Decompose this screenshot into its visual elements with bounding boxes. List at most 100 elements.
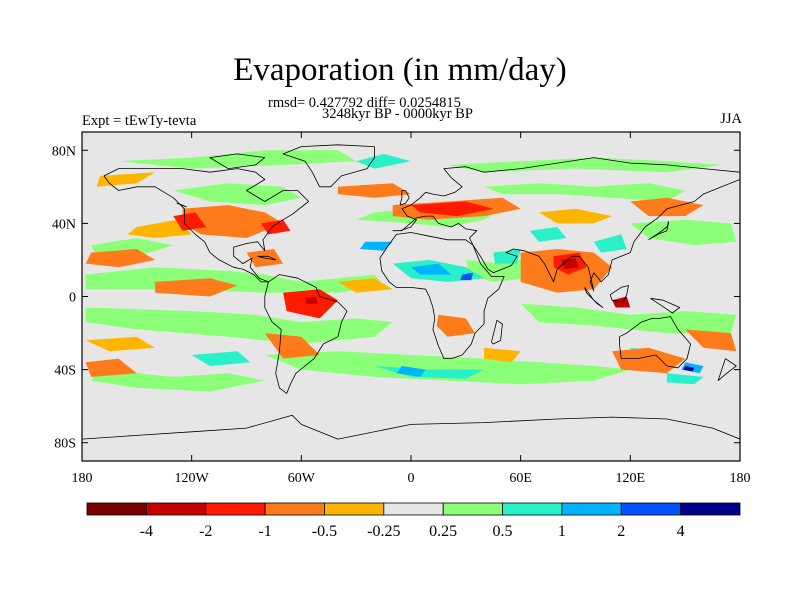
coastline-segment — [257, 255, 277, 261]
coastline-segment — [264, 274, 348, 394]
coastline-segment — [176, 202, 187, 208]
colorbar-swatch — [620, 502, 682, 516]
coastline-segment — [103, 168, 310, 283]
anomaly-region — [261, 219, 291, 235]
coastline-segment — [648, 221, 670, 241]
anomaly-region — [85, 249, 156, 268]
anomaly-region — [85, 336, 156, 352]
colorbar-label: 0.5 — [493, 523, 513, 540]
lon-tick-label: 120E — [616, 471, 646, 486]
colorbar-swatch — [145, 502, 207, 516]
colorbar-swatch — [561, 502, 622, 516]
anomaly-region — [96, 172, 156, 187]
plot-title: Evaporation (in mm/day) — [233, 52, 567, 88]
anomaly-region — [683, 366, 695, 372]
anomaly-region — [337, 183, 411, 198]
anomaly-region — [264, 333, 320, 359]
coastline-segment — [82, 414, 740, 440]
lon-tick-label: 0 — [408, 471, 415, 486]
colorbar-label: -4 — [140, 523, 153, 540]
colorbar-label: 0.25 — [429, 523, 457, 540]
colorbar-swatch — [324, 502, 385, 516]
anomaly-region — [182, 205, 284, 238]
colorbar-swatch — [205, 502, 266, 516]
rmsd-diff-stats: rmsd= 0.427792 diff= 0.0254815 — [268, 95, 461, 111]
time-period: 3248kyr BP - 0000kyr BP — [322, 106, 473, 122]
colorbar-swatch — [383, 502, 444, 516]
longitude-axis: 180 120W 60W 0 60E 120E 180 — [72, 132, 751, 486]
lon-tick-label: 180 — [72, 471, 93, 486]
coastline-segment — [282, 144, 375, 188]
coastline-segment — [491, 319, 503, 345]
lat-tick-label: 40S — [54, 364, 76, 379]
anomaly-field — [85, 150, 737, 392]
anomaly-region — [538, 208, 613, 224]
season-label: JJA — [720, 111, 742, 127]
anomaly-region — [685, 329, 737, 352]
colorbar-swatch — [680, 502, 741, 516]
coastlines — [82, 144, 740, 440]
colorbar-label: -0.5 — [312, 523, 337, 540]
coastline-segment — [619, 316, 691, 369]
colorbar-swatch — [442, 502, 503, 516]
anomaly-region — [85, 358, 137, 377]
colorbar: -4 -2 -1 -0.5 -0.25 0.25 0.5 1 2 4 — [86, 502, 741, 540]
coastline-segment — [399, 190, 410, 206]
anomaly-region — [560, 258, 580, 270]
anomaly-region — [666, 373, 704, 385]
colorbar-swatch — [502, 502, 563, 516]
colorbar-label: -2 — [199, 523, 212, 540]
anomaly-region — [155, 278, 238, 297]
colorbar-swatch — [264, 502, 325, 516]
anomaly-region — [396, 366, 426, 377]
colorbar-label: -1 — [258, 523, 271, 540]
coastline-segment — [379, 232, 505, 360]
anomaly-region — [127, 219, 192, 238]
colorbar-swatch — [86, 502, 147, 516]
coastline-segment — [650, 297, 681, 314]
lon-tick-label: 120W — [175, 471, 210, 486]
latitude-axis: 80N 40N 0 40S 80S — [52, 144, 740, 452]
anomaly-region — [447, 157, 722, 173]
anomaly-region — [337, 278, 393, 293]
anomaly-region — [91, 369, 265, 392]
anomaly-region — [264, 351, 631, 385]
anomaly-region — [305, 296, 318, 304]
lon-tick-label: 60E — [509, 471, 532, 486]
experiment-label: Expt = tEwTy-tevta — [82, 113, 197, 129]
anomaly-region — [411, 263, 452, 275]
anomaly-region — [118, 150, 357, 169]
anomaly-region — [359, 241, 393, 251]
colorbar-label: 1 — [558, 523, 566, 540]
coastline-segment — [717, 358, 737, 382]
colorbar-label: 4 — [677, 523, 685, 540]
anomaly-region — [484, 347, 521, 363]
anomaly-region — [593, 234, 627, 253]
lat-tick-label: 80S — [54, 437, 76, 452]
colorbar-label: 2 — [617, 523, 625, 540]
anomaly-region — [630, 197, 704, 217]
anomaly-region — [484, 183, 686, 202]
anomaly-region — [436, 314, 475, 337]
anomaly-region — [493, 249, 521, 264]
lon-tick-label: 60W — [288, 471, 316, 486]
anomaly-region — [191, 351, 251, 366]
coastline-segment — [584, 287, 604, 308]
lat-tick-label: 40N — [52, 217, 76, 232]
anomaly-region — [173, 183, 302, 206]
map-background — [82, 132, 740, 461]
lat-tick-label: 0 — [69, 291, 76, 306]
anomaly-region — [630, 219, 737, 246]
lon-tick-label: 180 — [730, 471, 751, 486]
anomaly-region — [460, 272, 474, 281]
coastline-segment — [209, 153, 266, 169]
anomaly-region — [85, 307, 393, 344]
anomaly-region — [612, 347, 686, 374]
colorbar-label: -0.25 — [367, 523, 400, 540]
anomaly-region — [173, 212, 207, 231]
lat-tick-label: 80N — [52, 144, 76, 159]
anomaly-region — [529, 227, 567, 242]
anomaly-region — [520, 303, 737, 334]
anomaly-region — [411, 201, 494, 217]
coastline-segment — [609, 285, 629, 303]
